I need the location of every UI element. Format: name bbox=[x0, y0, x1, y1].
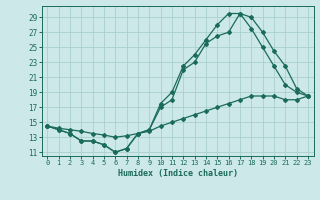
X-axis label: Humidex (Indice chaleur): Humidex (Indice chaleur) bbox=[118, 169, 237, 178]
